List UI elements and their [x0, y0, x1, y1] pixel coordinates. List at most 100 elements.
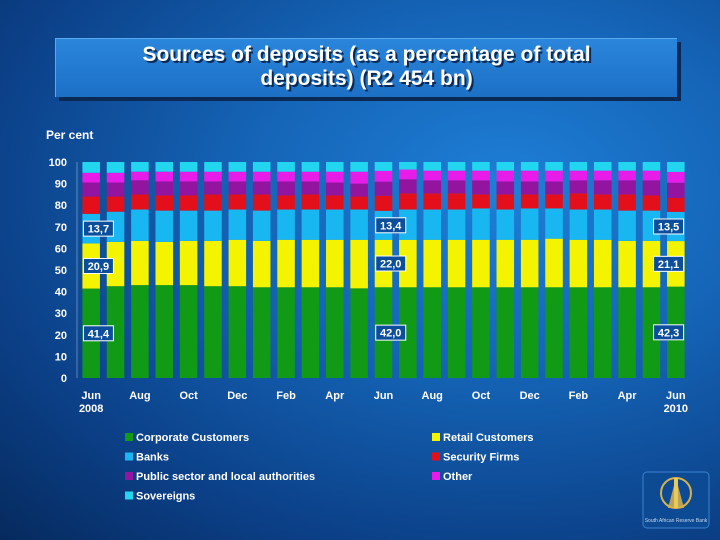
bar-segment-corporate-4 [179, 285, 198, 378]
bar-segment-sovereigns-1 [106, 162, 125, 173]
x-tick-label: Apr [325, 390, 345, 402]
bar-segment-banks-9 [301, 209, 320, 240]
chart-title-line-2: deposits) (R2 454 bn) [260, 67, 473, 90]
bar-segment-retail-13 [399, 239, 417, 288]
bar-segment-retail-23 [642, 240, 661, 288]
y-tick-label: 10 [55, 351, 67, 363]
bar-segment-public-3 [155, 181, 174, 196]
bar-segment-banks-16 [472, 208, 490, 240]
bar-segment-sovereigns-8 [277, 162, 295, 172]
bar-segment-banks-17 [496, 209, 515, 240]
bar-segment-other-21 [593, 170, 612, 181]
bar-segment-sovereigns-16 [472, 162, 490, 171]
bar-segment-security-17 [496, 194, 515, 210]
bar-segment-retail-17 [496, 239, 515, 288]
legend-label-public: Public sector and local authorities [136, 471, 315, 483]
bar-segment-public-8 [277, 181, 295, 196]
bar-segment-corporate-2 [131, 285, 149, 378]
bar-segment-banks-20 [569, 209, 588, 240]
chart-title-line-1: Sources of deposits (as a percentage of … [142, 43, 591, 66]
bar-segment-security-19 [545, 194, 563, 209]
bar-segment-banks-21 [593, 209, 612, 240]
bar-segment-security-18 [520, 194, 539, 209]
data-label-box [653, 218, 685, 235]
bar-segment-sovereigns-14 [423, 162, 441, 171]
data-label: 13,4 [380, 220, 402, 232]
bar-segment-other-20 [569, 170, 588, 181]
bar-segment-public-11 [350, 183, 368, 197]
bar-segment-retail-1 [106, 241, 125, 287]
x-tick-label: Dec [520, 390, 540, 402]
bar-segment-corporate-10 [326, 287, 344, 378]
bar-segment-public-17 [496, 181, 515, 195]
bar-segment-other-23 [642, 170, 661, 181]
bar-segment-sovereigns-6 [228, 162, 247, 172]
legend-label-security: Security Firms [443, 452, 519, 464]
y-tick-label: 20 [55, 330, 67, 342]
bar-segment-retail-10 [326, 239, 344, 288]
bar-segment-security-4 [179, 195, 198, 211]
bar-segment-corporate-5 [204, 286, 222, 378]
bar-segment-other-3 [155, 171, 174, 182]
bar-segment-retail-14 [423, 239, 441, 288]
legend-label-banks: Banks [136, 452, 169, 464]
bar-segment-corporate-18 [520, 287, 539, 378]
bar-segment-security-5 [204, 194, 222, 211]
bar-segment-other-6 [228, 171, 247, 182]
annotations-group: 41,4 20,9 13,7 42,0 22,0 13,4 42,3 21,1 13,5 [82, 217, 685, 342]
bar-segment-other-9 [301, 171, 320, 182]
bar-segment-corporate-22 [618, 287, 636, 378]
bar-segment-security-16 [472, 194, 490, 209]
bar-segment-corporate-17 [496, 287, 515, 378]
bar-segment-sovereigns-0 [82, 162, 100, 173]
bar-segment-public-10 [326, 182, 344, 196]
bar-segment-other-7 [252, 171, 271, 182]
chart-title: Sources of deposits (as a percentage of … [56, 43, 677, 91]
bar-segment-security-2 [131, 194, 149, 210]
x-tick-label: Apr [618, 390, 638, 402]
bar-segment-security-21 [593, 194, 612, 210]
bar-segment-other-13 [399, 169, 417, 180]
bar-segment-corporate-21 [593, 287, 612, 378]
data-label-box [375, 217, 407, 234]
x-tick-label: Jun [374, 390, 394, 402]
x-tick-label: Oct [472, 390, 491, 402]
bar-segment-security-15 [447, 193, 466, 210]
bar-segment-security-9 [301, 194, 320, 210]
bar-segment-public-6 [228, 181, 247, 195]
bar-segment-security-0 [82, 196, 100, 214]
bar-segment-other-1 [106, 172, 125, 183]
bar-segment-banks-15 [447, 209, 466, 240]
bar-segment-security-20 [569, 193, 588, 210]
legend-label-corporate: Corporate Customers [136, 432, 249, 444]
bar-segment-other-10 [326, 171, 344, 183]
bar-segment-banks-7 [252, 210, 271, 241]
data-label: 20,9 [88, 261, 109, 273]
bar-segment-security-3 [155, 195, 174, 211]
data-label-box [82, 325, 114, 342]
y-axis-label: Per cent [46, 128, 93, 142]
bar-segment-retail-18 [520, 239, 539, 288]
bar-segment-sovereigns-9 [301, 162, 320, 172]
bar-segment-retail-19 [545, 238, 563, 288]
bar-segment-retail-5 [204, 240, 222, 287]
bar-segment-retail-8 [277, 239, 295, 288]
bar-segment-banks-11 [350, 209, 368, 240]
bar-segment-public-14 [423, 180, 441, 194]
data-label: 21,1 [658, 259, 679, 271]
bar-segment-security-22 [618, 194, 636, 211]
bar-segment-retail-6 [228, 239, 247, 287]
x-tick-label-year: 2008 [79, 403, 103, 415]
legend-label-retail: Retail Customers [443, 432, 533, 444]
bar-segment-sovereigns-15 [447, 162, 466, 171]
bar-segment-retail-22 [618, 240, 636, 288]
bar-segment-corporate-23 [642, 287, 661, 378]
y-tick-label: 30 [55, 308, 67, 320]
data-label-box [375, 324, 407, 341]
bar-segment-security-7 [252, 194, 271, 211]
legend: Corporate Customers Banks Public sector an… [125, 432, 533, 503]
bar-segment-public-9 [301, 181, 320, 195]
bar-segment-public-18 [520, 181, 539, 195]
bar-segment-retail-20 [569, 239, 588, 288]
bar-segment-corporate-8 [277, 287, 295, 378]
